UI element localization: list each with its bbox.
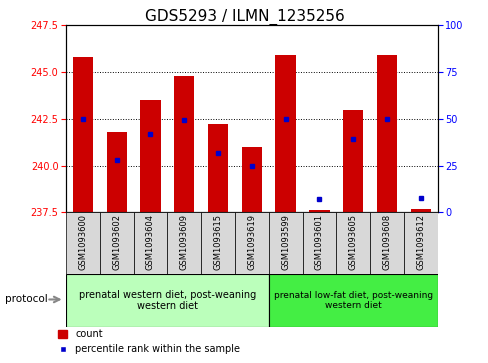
Bar: [268, 274, 437, 327]
Bar: [133, 212, 167, 274]
Text: GSM1093609: GSM1093609: [180, 214, 188, 270]
Bar: [268, 212, 302, 274]
Bar: [234, 212, 268, 274]
Text: GSM1093612: GSM1093612: [415, 214, 425, 270]
Text: GSM1093602: GSM1093602: [112, 214, 121, 270]
Text: GSM1093615: GSM1093615: [213, 214, 222, 270]
Text: prenatal western diet, post-weaning
western diet: prenatal western diet, post-weaning west…: [79, 290, 256, 311]
Bar: [241, 147, 262, 212]
Text: GSM1093600: GSM1093600: [78, 214, 87, 270]
Bar: [336, 212, 369, 274]
Bar: [73, 57, 93, 212]
Bar: [275, 55, 295, 212]
Bar: [66, 274, 268, 327]
Text: protocol: protocol: [5, 294, 47, 305]
Text: prenatal low-fat diet, post-weaning
western diet: prenatal low-fat diet, post-weaning west…: [273, 291, 432, 310]
Text: GSM1093599: GSM1093599: [281, 214, 289, 270]
Bar: [376, 55, 396, 212]
Bar: [410, 209, 430, 212]
Bar: [403, 212, 437, 274]
Text: GDS5293 / ILMN_1235256: GDS5293 / ILMN_1235256: [144, 9, 344, 25]
Bar: [201, 212, 234, 274]
Bar: [100, 212, 133, 274]
Bar: [174, 76, 194, 212]
Bar: [369, 212, 403, 274]
Bar: [302, 212, 336, 274]
Bar: [343, 110, 363, 212]
Text: GSM1093608: GSM1093608: [382, 214, 391, 270]
Bar: [66, 212, 100, 274]
Bar: [106, 132, 126, 212]
Text: GSM1093604: GSM1093604: [146, 214, 155, 270]
Bar: [207, 125, 228, 212]
Bar: [140, 100, 160, 212]
Text: GSM1093605: GSM1093605: [348, 214, 357, 270]
Bar: [167, 212, 201, 274]
Text: GSM1093619: GSM1093619: [247, 214, 256, 270]
Legend: count, percentile rank within the sample: count, percentile rank within the sample: [54, 326, 244, 358]
Bar: [308, 211, 329, 212]
Text: GSM1093601: GSM1093601: [314, 214, 323, 270]
